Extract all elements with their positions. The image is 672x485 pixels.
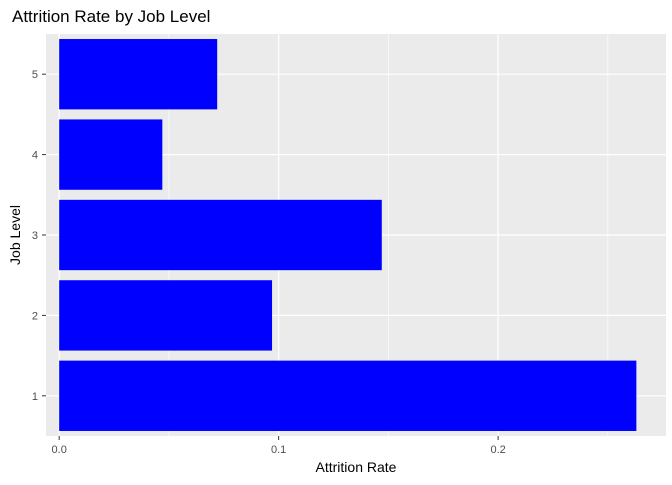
y-tick-label: 3 bbox=[32, 230, 38, 242]
x-tick-label: 0.1 bbox=[271, 444, 286, 456]
y-axis-ticks: 1 2 3 4 5 bbox=[32, 69, 46, 403]
bar-job-level-4 bbox=[59, 119, 163, 190]
chart-title: Attrition Rate by Job Level bbox=[12, 7, 210, 26]
x-axis-ticks: 0.0 0.1 0.2 bbox=[52, 436, 506, 456]
x-tick-label: 0.0 bbox=[52, 444, 67, 456]
bar-job-level-1 bbox=[59, 360, 637, 431]
bar-job-level-3 bbox=[59, 199, 382, 271]
bars bbox=[59, 39, 637, 431]
bar-job-level-5 bbox=[59, 39, 218, 110]
bar-job-level-2 bbox=[59, 280, 273, 351]
x-tick-label: 0.2 bbox=[490, 444, 505, 456]
y-tick-label: 2 bbox=[32, 310, 38, 322]
y-axis-label: Job Level bbox=[7, 205, 23, 265]
y-tick-label: 1 bbox=[32, 391, 38, 403]
y-tick-label: 4 bbox=[32, 150, 38, 162]
x-axis-label: Attrition Rate bbox=[316, 459, 397, 475]
y-tick-label: 5 bbox=[32, 69, 38, 81]
